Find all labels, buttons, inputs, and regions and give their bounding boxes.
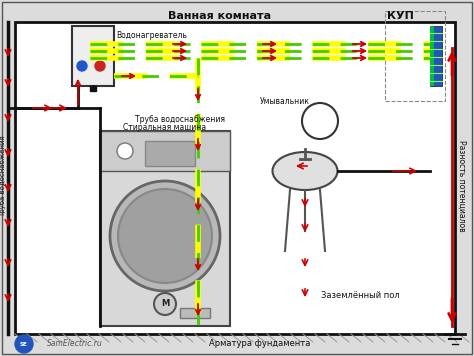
Ellipse shape bbox=[273, 152, 337, 190]
Bar bbox=[145, 141, 195, 166]
Text: M: M bbox=[161, 299, 169, 309]
Text: КУП: КУП bbox=[387, 11, 413, 21]
Circle shape bbox=[15, 335, 33, 353]
Circle shape bbox=[302, 103, 338, 139]
Text: Труба водоснабжения: Труба водоснабжения bbox=[135, 115, 225, 124]
Circle shape bbox=[117, 143, 133, 159]
Text: Труба водоснабжения: Труба водоснабжения bbox=[0, 135, 7, 217]
Text: Разность потенциалов: Разность потенциалов bbox=[457, 140, 466, 232]
Circle shape bbox=[95, 61, 105, 71]
Text: Водонагреватель: Водонагреватель bbox=[116, 31, 187, 41]
Text: SamElectric.ru: SamElectric.ru bbox=[47, 340, 103, 349]
Bar bbox=[430, 26, 442, 86]
Bar bbox=[430, 26, 434, 86]
Bar bbox=[385, 11, 445, 101]
Text: Умывальник: Умывальник bbox=[260, 96, 310, 105]
Bar bbox=[15, 22, 455, 334]
Circle shape bbox=[118, 189, 212, 283]
Text: Ванная комната: Ванная комната bbox=[168, 11, 272, 21]
Bar bbox=[72, 26, 114, 86]
Bar bbox=[100, 131, 230, 171]
Circle shape bbox=[154, 293, 176, 315]
Bar bbox=[180, 308, 210, 318]
Circle shape bbox=[77, 61, 87, 71]
Text: Арматура фундамента: Арматура фундамента bbox=[210, 340, 310, 349]
Bar bbox=[100, 131, 230, 326]
Text: Заземлённый пол: Заземлённый пол bbox=[320, 292, 400, 300]
Circle shape bbox=[110, 181, 220, 291]
Text: Стиральная машина: Стиральная машина bbox=[123, 124, 207, 132]
Bar bbox=[90, 86, 96, 91]
Text: SE: SE bbox=[20, 341, 28, 346]
